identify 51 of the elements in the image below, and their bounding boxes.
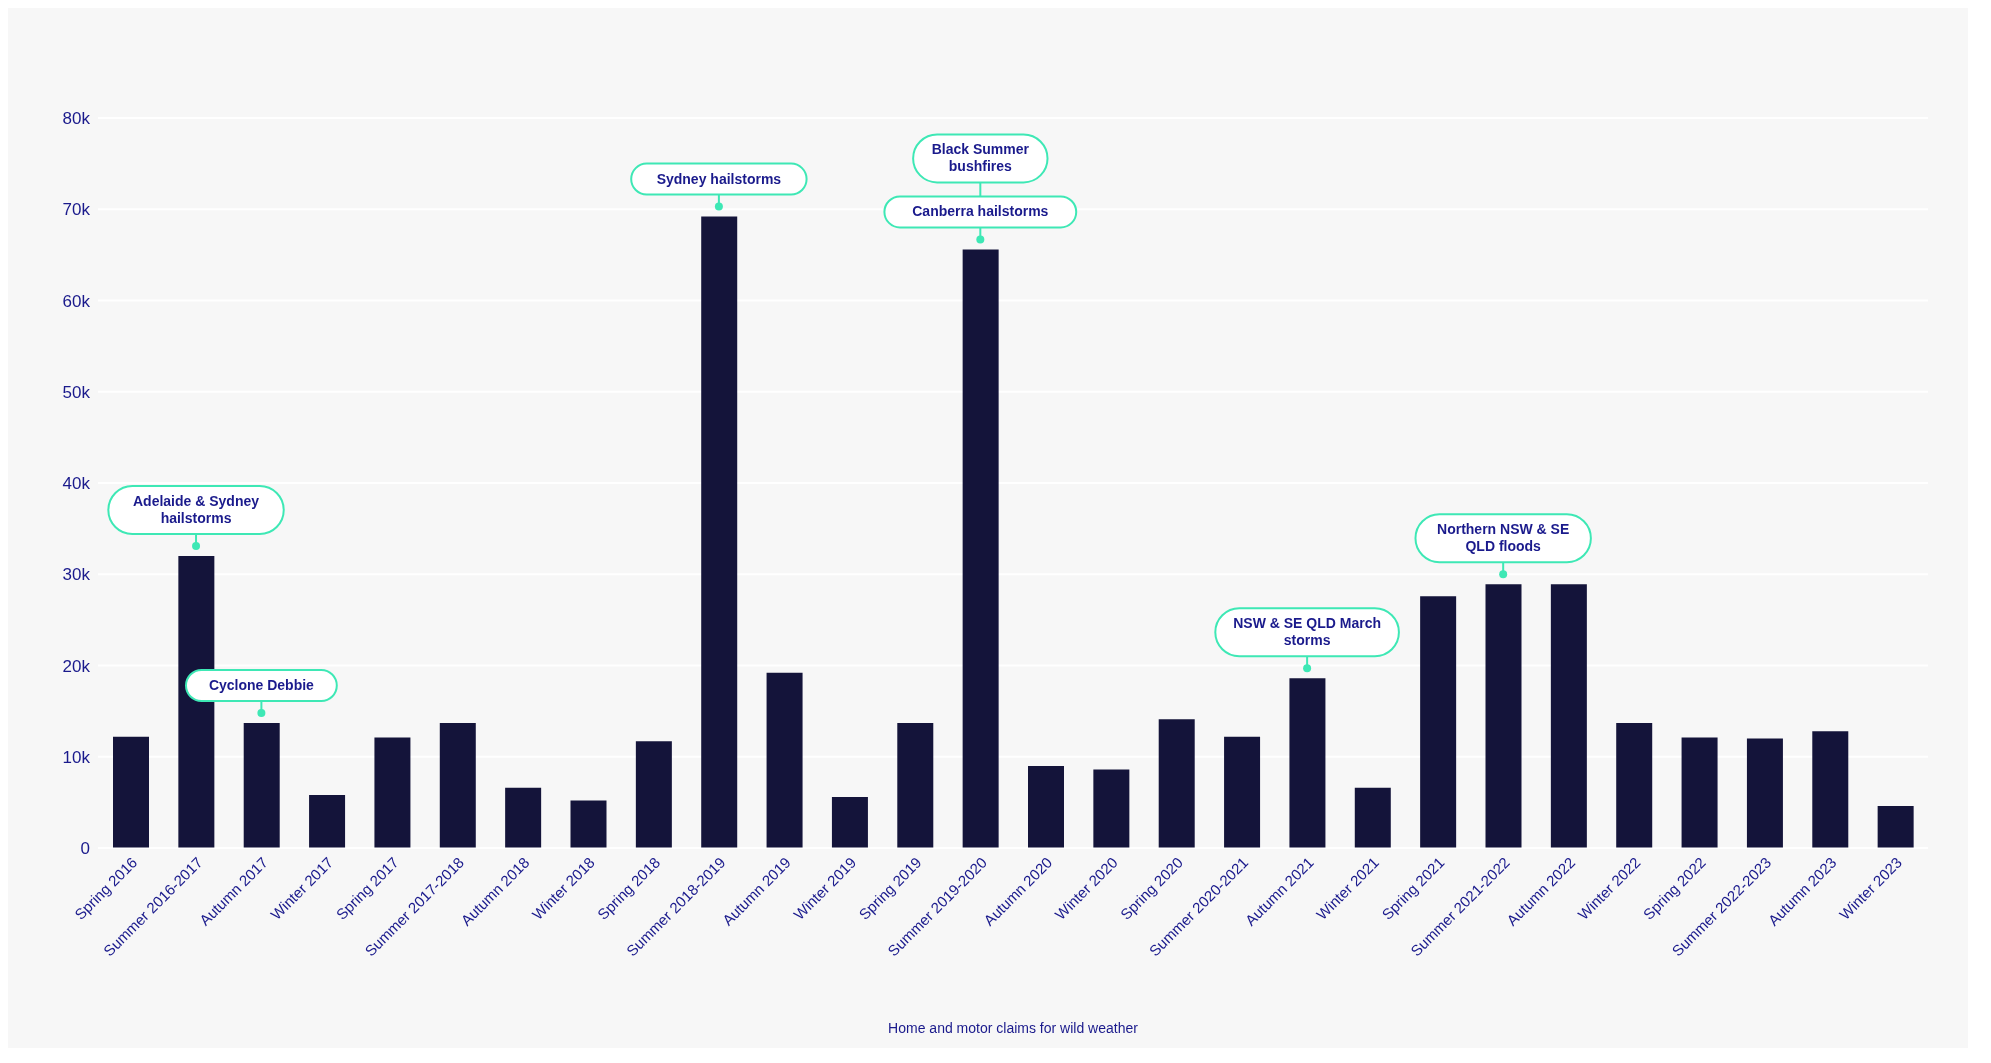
y-tick-label: 10k	[62, 747, 91, 767]
bar	[1550, 584, 1587, 848]
annotation: Black Summer bushfires	[931, 141, 1030, 175]
bar	[1877, 806, 1914, 848]
callout: Cyclone Debbie	[185, 669, 338, 717]
callout: NSW & SE QLD March storms	[1214, 607, 1400, 673]
y-tick-label: 20k	[62, 656, 91, 676]
bar	[1420, 596, 1457, 848]
bar	[962, 249, 999, 848]
y-tick-label: 40k	[62, 474, 91, 494]
y-tick-label: 70k	[62, 200, 91, 220]
bar	[1681, 737, 1718, 848]
bar	[439, 722, 476, 848]
y-tick-label: 50k	[62, 382, 91, 402]
bar	[1224, 736, 1261, 848]
bar	[374, 737, 411, 848]
bar	[243, 722, 280, 848]
bar	[1616, 722, 1653, 848]
bar	[309, 795, 346, 848]
bar	[1354, 787, 1391, 848]
annotation: Cyclone Debbie	[208, 676, 315, 693]
annotation: Canberra hailstorms	[912, 203, 1049, 220]
annotation: NSW & SE QLD March storms	[1233, 615, 1382, 649]
bar	[1812, 731, 1849, 848]
bar	[831, 796, 868, 848]
annotation: Adelaide & Sydney hailstorms	[133, 493, 260, 526]
y-tick-label: 30k	[62, 565, 91, 585]
x-axis-title: Home and motor claims for wild weather	[888, 1020, 1139, 1036]
y-tick-label: 80k	[62, 109, 91, 129]
bar	[897, 722, 934, 848]
bar	[1289, 678, 1326, 848]
bar	[570, 800, 607, 848]
callout: Canberra hailstorms	[883, 195, 1078, 244]
callout: Sydney hailstorms	[630, 162, 808, 211]
annotation: Sydney hailstorms	[656, 170, 782, 187]
bar	[1028, 765, 1064, 848]
bar	[635, 741, 672, 848]
bar	[1746, 738, 1783, 848]
bar	[701, 216, 738, 848]
bar	[1485, 584, 1522, 848]
callout: Northern NSW & SE QLD floods	[1414, 513, 1592, 579]
callout: Black Summer bushfires	[912, 133, 1049, 198]
bar	[1158, 719, 1195, 848]
callout: Adelaide & Sydney hailstorms	[107, 485, 285, 550]
bar	[505, 787, 542, 848]
y-tick-label: 60k	[62, 291, 91, 311]
annotation: Northern NSW & SE QLD floods	[1437, 521, 1570, 555]
y-tick-label: 0	[80, 839, 90, 859]
bar	[766, 672, 803, 848]
bar	[1093, 769, 1130, 848]
bar	[113, 736, 149, 848]
